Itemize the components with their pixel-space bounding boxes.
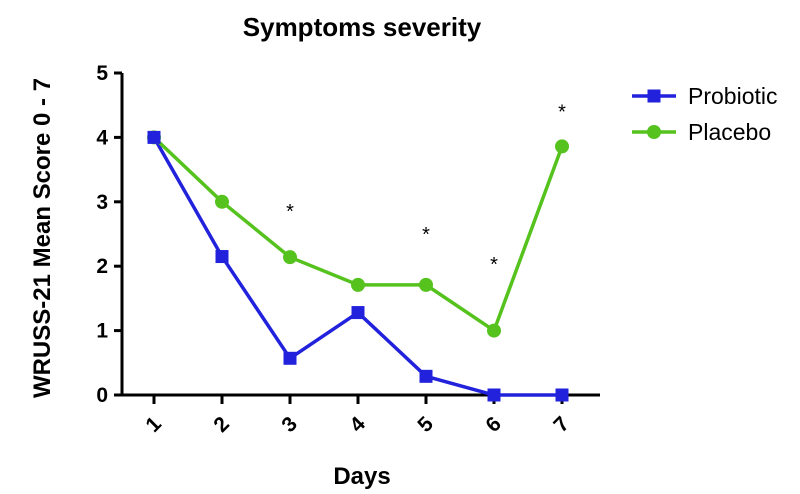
series-line-probiotic	[152, 136, 562, 397]
x-tick-label: 3	[277, 412, 302, 437]
x-tick-label: 5	[413, 412, 438, 437]
x-tick-label: 1	[141, 412, 166, 437]
point-probiotic	[419, 369, 433, 383]
y-axis-label: WRUSS-21 Mean Score 0 - 7	[29, 78, 56, 398]
point-placebo	[487, 323, 501, 338]
legend-marker-probiotic	[647, 89, 661, 103]
significance-asterisk: *	[490, 254, 498, 276]
point-placebo	[555, 139, 569, 154]
x-tick-label: 4	[345, 412, 370, 437]
point-placebo	[215, 194, 229, 209]
legend-label-probiotic: Probiotic	[688, 83, 777, 109]
point-probiotic	[351, 306, 365, 320]
x-axis-label: Days	[333, 463, 390, 490]
legend-label-placebo: Placebo	[688, 119, 771, 145]
ticks-group: 0 1 2 3 4 5 1 2 3 4 5 6 7	[96, 62, 574, 437]
legend: Probiotic Placebo	[632, 83, 777, 145]
annotations-group: * * * *	[286, 101, 566, 276]
point-probiotic	[555, 388, 569, 402]
significance-asterisk: *	[286, 201, 294, 223]
chart-title: Symptoms severity	[243, 12, 482, 42]
point-placebo	[419, 277, 433, 292]
y-tick-label: 0	[96, 384, 108, 407]
markers-group	[147, 130, 569, 402]
series-line-placebo	[152, 136, 564, 333]
significance-asterisk: *	[422, 224, 430, 246]
legend-marker-placebo	[647, 125, 661, 139]
significance-asterisk: *	[558, 101, 566, 123]
point-probiotic	[147, 130, 161, 144]
y-tick-label: 4	[96, 126, 108, 149]
point-placebo	[351, 277, 365, 292]
y-tick-label: 1	[96, 320, 108, 343]
y-tick-label: 2	[96, 255, 108, 278]
x-tick-label: 7	[549, 412, 574, 437]
point-probiotic	[215, 250, 229, 264]
y-tick-label: 5	[96, 62, 108, 85]
x-tick-label: 6	[481, 412, 506, 437]
series-lines-group	[152, 136, 564, 397]
point-probiotic	[487, 388, 501, 402]
x-tick-label: 2	[209, 412, 234, 437]
point-placebo	[283, 250, 297, 265]
y-tick-label: 3	[96, 191, 108, 214]
point-probiotic	[283, 351, 297, 365]
